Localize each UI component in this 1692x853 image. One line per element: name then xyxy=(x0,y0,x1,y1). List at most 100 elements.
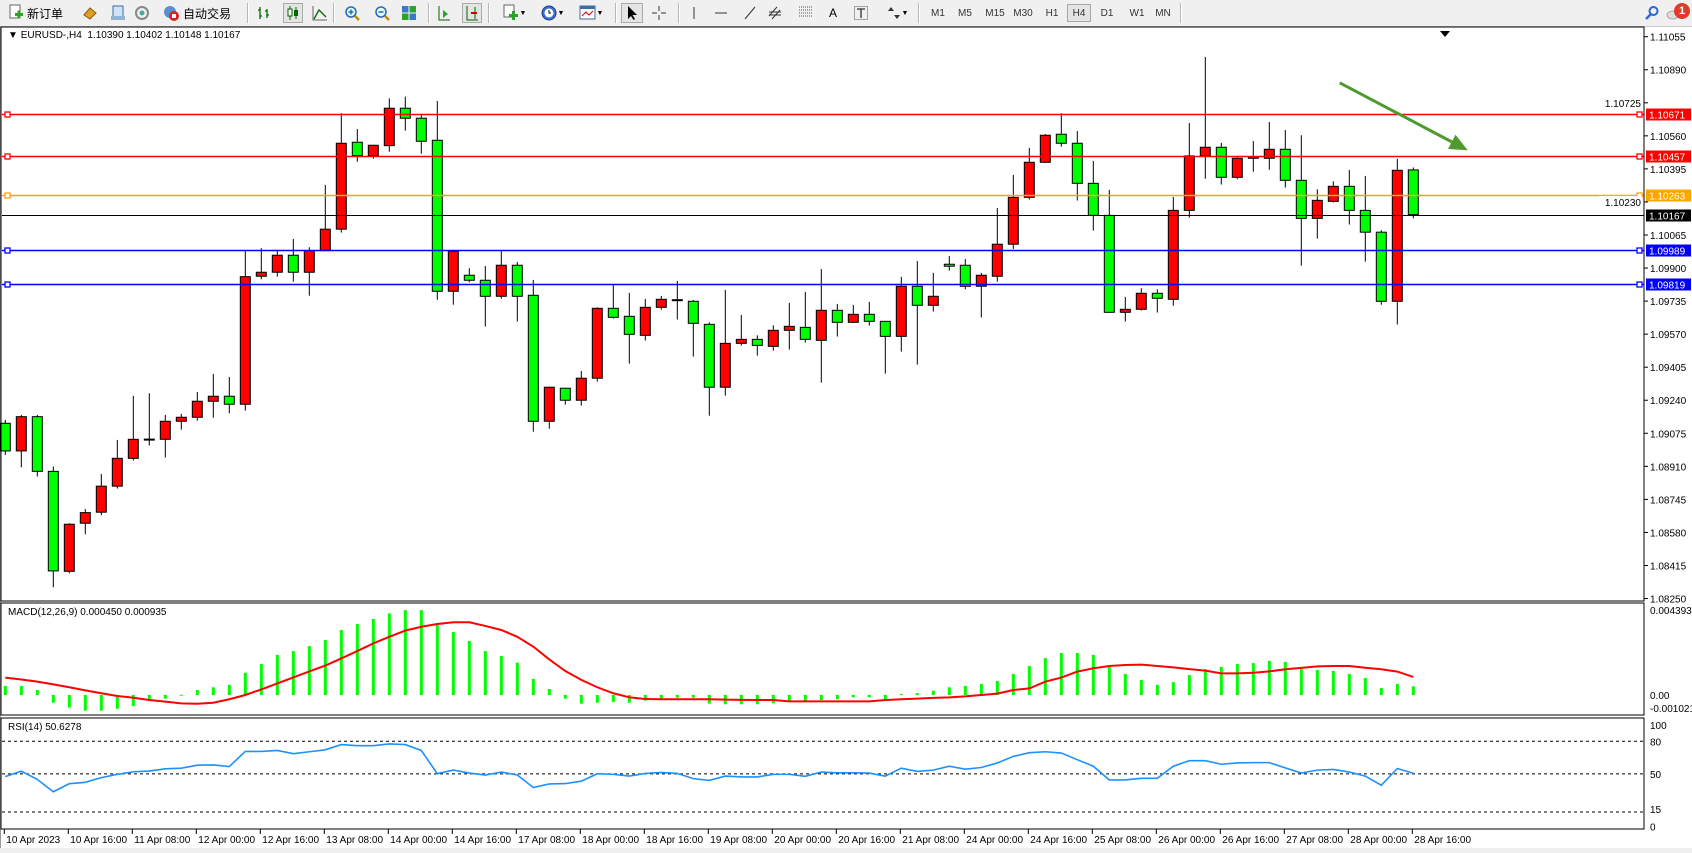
candle-body xyxy=(655,298,667,308)
candlestick-button[interactable] xyxy=(283,3,303,23)
macd-pane[interactable]: MACD(12,26,9) 0.000450 0.000935 xyxy=(3,607,1415,711)
data-window-button[interactable] xyxy=(109,3,127,23)
auto-trading-label: 自动交易 xyxy=(183,6,232,21)
macd-histogram-bar xyxy=(1267,660,1271,695)
line-handle[interactable] xyxy=(1636,247,1643,254)
timeframe-mn[interactable]: MN xyxy=(1155,7,1171,19)
macd-histogram-bar xyxy=(787,695,791,702)
macd-histogram-bar xyxy=(531,678,535,695)
timeframe-m5[interactable]: M5 xyxy=(958,7,972,19)
navigator-button[interactable] xyxy=(133,3,151,23)
candle-body xyxy=(751,338,763,346)
timeframe-m30[interactable]: M30 xyxy=(1013,7,1033,19)
candle xyxy=(463,268,475,283)
line-handle[interactable] xyxy=(4,153,11,160)
price-label-box xyxy=(1646,244,1691,257)
crosshair-button[interactable] xyxy=(650,3,668,23)
trend-arrow-shaft[interactable] xyxy=(1339,81,1453,144)
chevron-down-icon: ▼ xyxy=(901,9,909,17)
candle xyxy=(1119,296,1131,322)
text-button[interactable]: A xyxy=(824,3,842,23)
line-handle[interactable] xyxy=(1636,281,1643,288)
timeframe-d1[interactable]: D1 xyxy=(1100,7,1114,19)
candle-body xyxy=(767,329,779,347)
vertical-line-button[interactable] xyxy=(685,3,703,23)
text-label-icon xyxy=(854,6,868,20)
auto-trading-button[interactable]: 自动交易 xyxy=(162,3,231,23)
time-label: 10 Apr 2023 xyxy=(6,835,60,846)
arrows-icon xyxy=(887,7,900,19)
macd-histogram-bar xyxy=(291,651,295,695)
line-handle[interactable] xyxy=(4,192,11,199)
rsi-axis-label: 50 xyxy=(1650,770,1662,781)
main-chart-pane[interactable] xyxy=(0,56,1644,588)
candle xyxy=(623,292,635,364)
line-handle[interactable] xyxy=(4,281,11,288)
line-handle[interactable] xyxy=(4,247,11,254)
time-label: 26 Apr 16:00 xyxy=(1222,835,1279,846)
chart-background xyxy=(0,27,1692,848)
templates-icon xyxy=(579,5,596,20)
rsi-pane[interactable]: RSI(14) 50.6278 xyxy=(2,722,1644,813)
macd-histogram-bar xyxy=(1107,666,1111,695)
timeframe-h4[interactable]: H4 xyxy=(1067,4,1091,22)
line-chart-button[interactable] xyxy=(311,3,329,23)
search-button[interactable] xyxy=(1643,3,1661,23)
templates-dropdown[interactable]: ▼ xyxy=(574,3,608,23)
trend-arrow-head[interactable] xyxy=(1448,134,1468,151)
macd-histogram-bar xyxy=(1251,663,1255,695)
macd-histogram-bar xyxy=(3,685,7,695)
candle xyxy=(63,523,75,574)
text-label-button[interactable] xyxy=(852,3,870,23)
candle-body xyxy=(639,306,651,336)
line-handle[interactable] xyxy=(1636,111,1643,118)
toolbar-separator xyxy=(333,3,335,23)
candle-body xyxy=(1055,133,1067,144)
time-label: 19 Apr 08:00 xyxy=(710,835,767,846)
arrows-dropdown[interactable]: ▼ xyxy=(880,3,914,23)
price-tick-label: 1.10395 xyxy=(1650,165,1687,176)
candle-body xyxy=(319,228,331,252)
zoom-out-button[interactable] xyxy=(373,3,391,23)
chart-menu-triangle-icon[interactable]: ▼ xyxy=(8,30,18,41)
macd-histogram-bar xyxy=(483,651,487,695)
equidistant-channel-button[interactable] xyxy=(766,3,786,23)
trendline-button[interactable] xyxy=(741,3,759,23)
macd-histogram-bar xyxy=(1139,679,1143,695)
price-tick-label: 1.10560 xyxy=(1650,132,1687,143)
toolbar-separator xyxy=(1180,3,1182,23)
time-label: 21 Apr 08:00 xyxy=(902,835,959,846)
candle xyxy=(1039,134,1051,163)
tile-windows-button[interactable] xyxy=(400,3,418,23)
candle-body xyxy=(15,416,27,452)
line-handle[interactable] xyxy=(1636,153,1643,160)
bar-chart-button[interactable] xyxy=(255,3,273,23)
cursor-button[interactable] xyxy=(621,3,643,23)
chart-shift-button[interactable] xyxy=(462,3,482,23)
candle xyxy=(255,248,267,280)
timeframe-m15[interactable]: M15 xyxy=(985,7,1005,19)
zoom-in-button[interactable] xyxy=(343,3,361,23)
line-handle[interactable] xyxy=(4,111,11,118)
price-tick-label: 1.10725 xyxy=(1605,99,1642,110)
candle xyxy=(719,289,731,396)
fibonacci-button[interactable] xyxy=(796,3,816,23)
indicators-dropdown[interactable]: ▼ xyxy=(497,3,531,23)
macd-histogram-bar xyxy=(1315,670,1319,695)
macd-histogram-bar xyxy=(803,695,807,701)
timeframe-m1[interactable]: M1 xyxy=(931,7,945,19)
timeframe-h1[interactable]: H1 xyxy=(1045,7,1059,19)
horizontal-line-icon xyxy=(715,12,727,14)
candle xyxy=(607,283,619,319)
chart-shift-marker[interactable] xyxy=(1440,31,1450,37)
timeframe-w1[interactable]: W1 xyxy=(1129,7,1145,19)
macd-histogram-bar xyxy=(963,685,967,695)
new-order-button[interactable]: 新订单 xyxy=(8,3,63,23)
candle-body xyxy=(495,264,507,297)
market-watch-button[interactable] xyxy=(81,3,99,23)
periods-dropdown[interactable]: ▼ xyxy=(535,3,569,23)
auto-scroll-button[interactable] xyxy=(435,3,453,23)
horizontal-line-button[interactable] xyxy=(712,3,730,23)
macd-histogram-bar xyxy=(1043,658,1047,695)
